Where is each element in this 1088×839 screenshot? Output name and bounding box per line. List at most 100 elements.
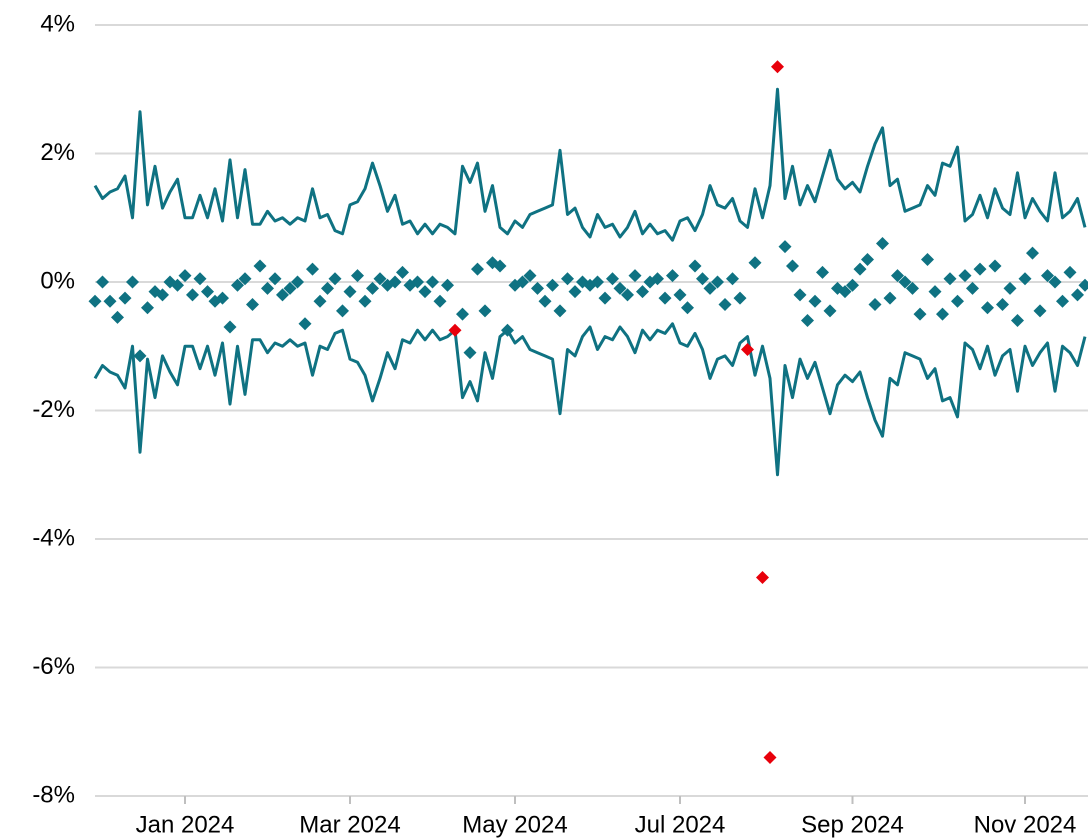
point [733, 291, 747, 305]
point [913, 307, 927, 321]
point [396, 265, 409, 279]
point [711, 275, 724, 289]
x-tick-label: May 2024 [462, 811, 567, 838]
point [943, 272, 957, 286]
point [193, 272, 207, 286]
point [696, 272, 709, 286]
x-tick-label: Sep 2024 [801, 811, 904, 838]
point [1048, 275, 1062, 289]
point [756, 571, 769, 585]
point [666, 269, 679, 283]
point [958, 269, 972, 283]
point [223, 320, 237, 334]
point [523, 269, 537, 283]
point [268, 272, 282, 286]
point [763, 750, 777, 764]
point [366, 281, 379, 295]
point [1056, 294, 1069, 308]
point [718, 297, 732, 311]
point [388, 275, 402, 289]
point [741, 342, 754, 356]
point [186, 288, 199, 302]
x-tick-label: Jul 2024 [635, 811, 726, 838]
point [246, 297, 259, 311]
y-tick-label: 2% [40, 139, 75, 166]
point [891, 269, 904, 283]
point [793, 288, 807, 302]
point [688, 259, 702, 273]
point [703, 281, 717, 295]
point [448, 323, 462, 337]
point [1026, 246, 1039, 260]
point [778, 240, 792, 254]
point [478, 304, 492, 318]
point [966, 281, 979, 295]
point [546, 278, 559, 292]
point [928, 285, 942, 299]
point [351, 269, 364, 283]
point [231, 278, 244, 292]
point [1018, 272, 1032, 286]
point [658, 291, 672, 305]
point [1011, 314, 1024, 328]
point [261, 281, 274, 295]
point [238, 272, 252, 286]
point [598, 291, 612, 305]
point [861, 253, 874, 267]
point [1078, 278, 1088, 292]
point [216, 291, 229, 305]
point [936, 307, 949, 321]
point [306, 262, 319, 276]
band-line [93, 87, 1087, 242]
y-tick-label: -6% [32, 653, 75, 680]
point [726, 272, 739, 286]
point [823, 304, 837, 318]
point [298, 317, 312, 331]
point [853, 262, 867, 276]
point [426, 275, 439, 289]
point [456, 307, 469, 321]
point [111, 310, 124, 324]
point [343, 285, 357, 299]
point [411, 275, 424, 289]
point [493, 259, 507, 273]
point [868, 297, 882, 311]
point [313, 294, 327, 308]
y-tick-label: 4% [40, 10, 75, 37]
point [636, 285, 649, 299]
point [838, 285, 852, 299]
point [553, 304, 567, 318]
point [771, 60, 784, 74]
point [441, 278, 454, 292]
point [801, 314, 814, 328]
point [973, 262, 987, 276]
point [96, 275, 109, 289]
point [786, 259, 799, 273]
point [501, 323, 514, 337]
point [1041, 269, 1054, 283]
point [681, 301, 694, 315]
point [568, 285, 582, 299]
point [321, 281, 334, 295]
point [538, 294, 552, 308]
point [816, 265, 829, 279]
point [156, 288, 169, 302]
point [628, 269, 642, 283]
point [876, 236, 889, 250]
point [561, 272, 574, 286]
point [981, 301, 994, 315]
point [1063, 265, 1077, 279]
point [328, 272, 342, 286]
point [471, 262, 484, 276]
point [126, 275, 139, 289]
x-tick-label: Mar 2024 [299, 811, 400, 838]
point [418, 285, 432, 299]
x-tick-label: Nov 2024 [974, 811, 1077, 838]
point [951, 294, 964, 308]
point [358, 294, 372, 308]
point [846, 278, 859, 292]
point [988, 259, 1002, 273]
point [178, 269, 192, 283]
point [118, 291, 132, 305]
